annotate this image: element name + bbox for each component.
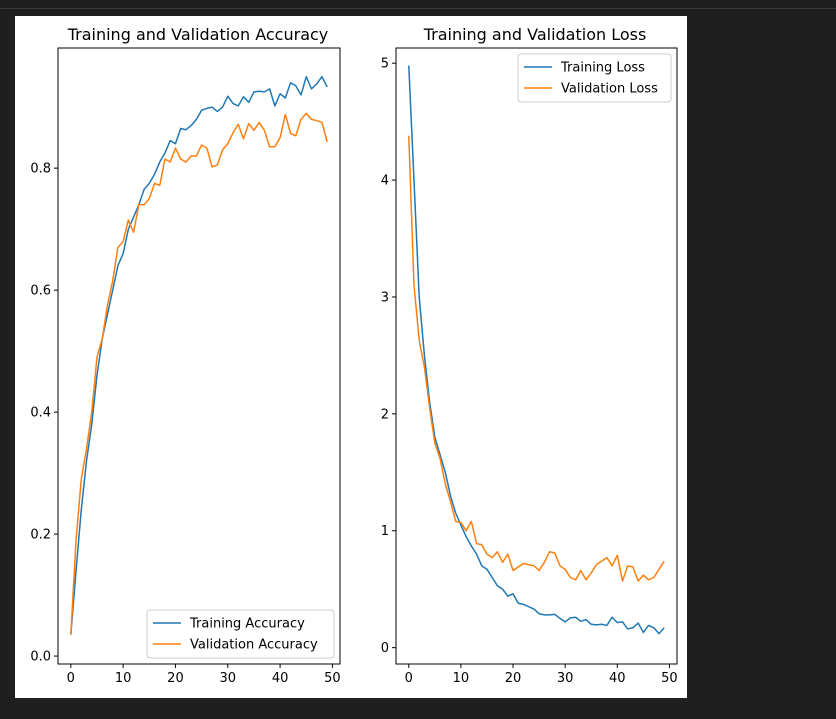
loss-legend: Training Loss Validation Loss bbox=[517, 53, 672, 103]
accuracy-x-tick-label: 10 bbox=[115, 671, 132, 686]
accuracy-y-tick-label: 0.6 bbox=[30, 284, 51, 299]
loss-x-tick-label: 50 bbox=[661, 671, 678, 686]
accuracy-plot-layer: 0 10 20 30 40 50 0.0 0.2 0.4 0.6 0.8 bbox=[30, 75, 341, 686]
accuracy-x-tick-label: 40 bbox=[272, 671, 289, 686]
loss-plot-frame bbox=[395, 47, 678, 665]
accuracy-x-tick-label: 30 bbox=[220, 671, 237, 686]
loss-x-tick-label: 0 bbox=[405, 671, 413, 686]
loss-y-tick-label: 0 bbox=[381, 641, 389, 656]
loss-chart: Training and Validation Loss 0 10 20 30 40 50… bbox=[381, 25, 678, 686]
accuracy-x-tick-label: 0 bbox=[67, 671, 75, 686]
loss-legend-label: Training Loss bbox=[560, 61, 645, 76]
loss-x-tick-label: 10 bbox=[453, 671, 470, 686]
loss-x-tick-label: 30 bbox=[557, 671, 574, 686]
window-top-bar bbox=[0, 0, 836, 9]
loss-y-tick-label: 4 bbox=[381, 174, 389, 189]
loss-chart-title: Training and Validation Loss bbox=[423, 25, 647, 44]
accuracy-y-tick-label: 0.4 bbox=[30, 406, 51, 421]
accuracy-legend-label: Validation Accuracy bbox=[190, 638, 318, 653]
loss-series-line-validation bbox=[408, 135, 665, 582]
accuracy-y-tick-label: 0.2 bbox=[30, 528, 51, 543]
loss-y-tick-label: 2 bbox=[381, 407, 389, 422]
accuracy-series-line-training bbox=[70, 75, 328, 635]
accuracy-legend-label: Training Accuracy bbox=[189, 617, 305, 632]
loss-y-tick-label: 5 bbox=[381, 57, 389, 72]
accuracy-plot-frame bbox=[57, 47, 341, 665]
figure-svg: Training and Validation Accuracy 0 10 20 30… bbox=[30, 25, 678, 686]
accuracy-x-tick-label: 50 bbox=[324, 671, 341, 686]
loss-y-tick-label: 1 bbox=[381, 524, 389, 539]
accuracy-series-line-validation bbox=[70, 112, 328, 635]
accuracy-legend-box bbox=[146, 609, 335, 659]
figure-canvas: Training and Validation Accuracy 0 10 20 30… bbox=[15, 16, 687, 698]
accuracy-y-tick-label: 0.0 bbox=[30, 650, 51, 665]
accuracy-chart-title: Training and Validation Accuracy bbox=[67, 25, 329, 44]
loss-legend-box bbox=[517, 53, 672, 103]
loss-y-tick-label: 3 bbox=[381, 290, 389, 305]
loss-x-tick-label: 40 bbox=[609, 671, 626, 686]
accuracy-legend: Training Accuracy Validation Accuracy bbox=[146, 609, 335, 659]
loss-plot-layer: 0 10 20 30 40 50 0 1 2 3 4 5 bbox=[381, 57, 678, 686]
accuracy-x-tick-label: 20 bbox=[167, 671, 184, 686]
loss-x-tick-label: 20 bbox=[505, 671, 522, 686]
accuracy-y-tick-label: 0.8 bbox=[30, 162, 51, 177]
loss-legend-label: Validation Loss bbox=[561, 82, 658, 97]
loss-series-line-training bbox=[408, 65, 665, 635]
accuracy-chart: Training and Validation Accuracy 0 10 20 30… bbox=[30, 25, 340, 686]
